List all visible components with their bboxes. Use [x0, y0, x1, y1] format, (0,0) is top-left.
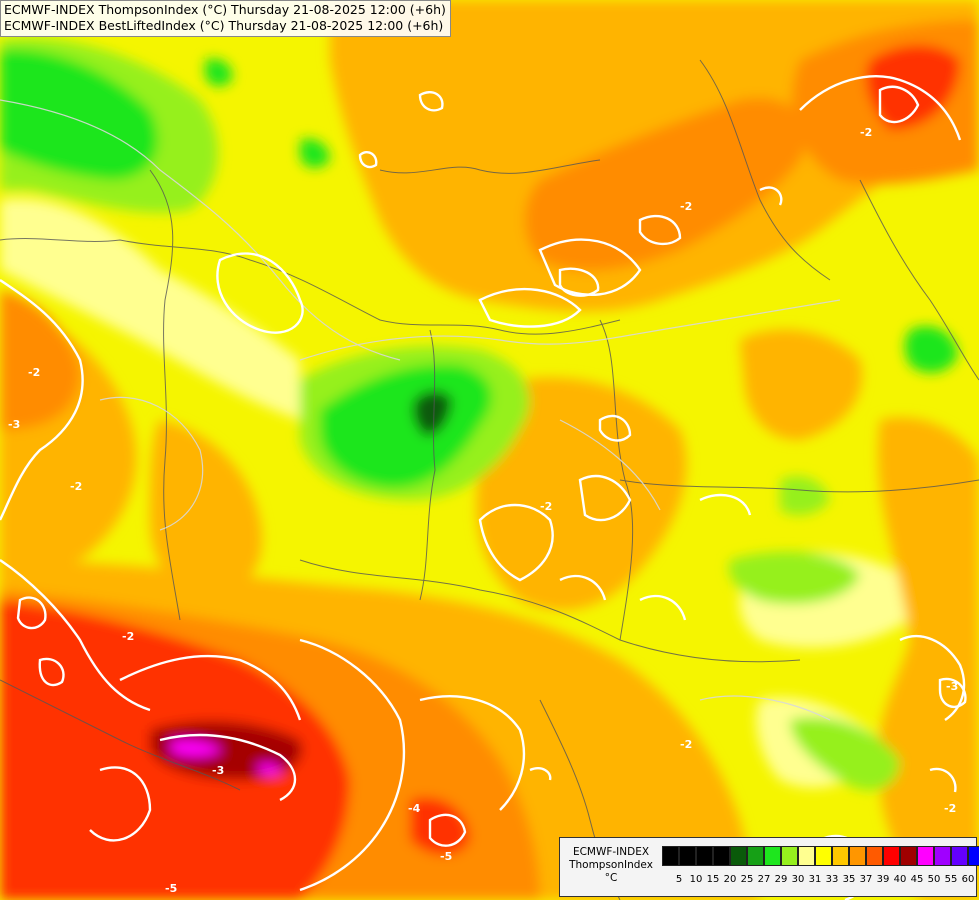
legend-tick: 25 — [740, 874, 754, 885]
red-region — [410, 797, 470, 855]
contour-label: -2 — [122, 630, 134, 643]
legend-swatch — [934, 846, 951, 866]
legend-swatch — [917, 846, 934, 866]
legend-tick: 55 — [944, 874, 958, 885]
legend-tick: 15 — [706, 874, 720, 885]
legend-tick: 45 — [910, 874, 924, 885]
contour-label: -3 — [946, 680, 958, 693]
contour-label-layer: -2 -3 -2 -2 -2 -3 -2 -2 -4 -5 -5 -3 -2 -… — [8, 126, 958, 895]
contour-label: -2 — [944, 802, 956, 815]
legend-tick: 50 — [927, 874, 941, 885]
legend-tick: 35 — [842, 874, 856, 885]
contour-label: -4 — [408, 802, 421, 815]
legend-swatch — [764, 846, 781, 866]
title-line-thompson: ECMWF-INDEX ThompsonIndex (°C) Thursday … — [4, 2, 446, 17]
legend-swatch — [951, 846, 968, 866]
legend-swatch — [730, 846, 747, 866]
green-region — [413, 391, 452, 436]
legend-tick: 33 — [825, 874, 839, 885]
legend-tick: 10 — [689, 874, 703, 885]
magenta-region — [258, 763, 282, 775]
legend-tick: 20 — [723, 874, 737, 885]
legend-swatch — [832, 846, 849, 866]
legend-swatch — [849, 846, 866, 866]
contour-label: -5 — [165, 882, 177, 895]
green-region — [728, 551, 860, 604]
orange-region — [740, 329, 862, 440]
orange-region — [150, 420, 262, 600]
green-region — [790, 717, 900, 791]
legend-tick: 5 — [675, 874, 683, 885]
legend-swatch — [679, 846, 696, 866]
legend-tick: 39 — [876, 874, 890, 885]
legend-parameter: ThompsonIndex — [569, 859, 653, 871]
legend-label: ECMWF-INDEX ThompsonIndex °C — [564, 846, 658, 885]
green-region — [300, 138, 330, 169]
legend-swatch — [781, 846, 798, 866]
green-region — [320, 364, 492, 489]
contour-label: -3 — [212, 764, 224, 777]
legend-swatch — [713, 846, 730, 866]
legend-tick: 60 — [961, 874, 975, 885]
legend-swatch — [747, 846, 764, 866]
contour-label: -5 — [440, 850, 452, 863]
contour-label: -3 — [8, 418, 20, 431]
contour-label: -2 — [680, 738, 692, 751]
green-region — [0, 49, 158, 181]
legend-swatch — [968, 846, 979, 866]
contour-label: -2 — [70, 480, 82, 493]
contour-label: -2 — [860, 126, 872, 139]
legend-tick: 37 — [859, 874, 873, 885]
legend-tick: 31 — [808, 874, 822, 885]
legend-model: ECMWF-INDEX — [572, 846, 650, 858]
contour-label: -2 — [680, 200, 692, 213]
green-region — [780, 476, 830, 516]
dark-orange-region — [525, 98, 807, 271]
thin-isolines — [0, 99, 841, 721]
title-line-lifted: ECMWF-INDEX BestLiftedIndex (°C) Thursda… — [4, 18, 444, 33]
light-yellow-region — [0, 198, 300, 420]
legend-tick: 40 — [893, 874, 907, 885]
legend-swatch — [866, 846, 883, 866]
legend-swatch — [900, 846, 917, 866]
legend-tick: 27 — [757, 874, 771, 885]
dark-orange-region — [0, 290, 80, 430]
magenta-region — [170, 740, 222, 757]
legend-swatch — [815, 846, 832, 866]
legend-swatch — [798, 846, 815, 866]
legend-unit: °C — [604, 872, 618, 884]
lifted-index-contours — [0, 75, 967, 900]
red-region — [866, 45, 960, 130]
country-borders — [0, 59, 979, 900]
green-region — [904, 326, 958, 373]
contour-label: -2 — [540, 500, 552, 513]
color-legend: ECMWF-INDEX ThompsonIndex °C 5 10 15 20 25 27… — [559, 837, 979, 897]
legend-swatch — [696, 846, 713, 866]
contour-label: -2 — [28, 366, 40, 379]
legend-tick: 29 — [774, 874, 788, 885]
legend-swatch — [883, 846, 900, 866]
green-region — [205, 58, 233, 87]
legend-tick: 30 — [791, 874, 805, 885]
legend-swatch — [662, 846, 679, 866]
map-title: ECMWF-INDEX ThompsonIndex (°C) Thursday … — [0, 0, 451, 37]
